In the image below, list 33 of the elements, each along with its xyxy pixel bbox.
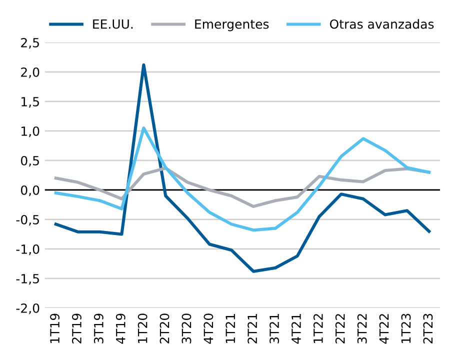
y-tick-label: 2,0 (21, 67, 40, 78)
line-series (54, 63, 431, 273)
y-tick-label: -1,5 (16, 274, 39, 285)
legend-label: EE.UU. (93, 20, 133, 29)
x-tick-label: 2T23 (423, 314, 433, 344)
x-tick-label: 3T22 (357, 314, 367, 344)
y-tick-label: 2,5 (21, 38, 39, 49)
x-tick-label: 1T21 (226, 314, 235, 343)
legend-label: Emergentes (195, 20, 269, 32)
x-tick-label: 1T20 (138, 314, 148, 343)
y-tick-label: -0,5 (16, 214, 39, 226)
y-tick-label: 1,0 (22, 126, 40, 138)
x-tick-label: 4T20 (204, 314, 214, 344)
x-tick-label: 4T22 (379, 314, 389, 344)
x-tick-label: 1T19 (50, 314, 60, 343)
x-tick-label: 1T22 (313, 314, 323, 343)
y-tick-label: -2,0 (16, 303, 40, 314)
y-tick-label: 1,5 (22, 97, 39, 108)
y-tick-label: 0,5 (20, 156, 39, 167)
x-tick-label: 2T19 (72, 314, 82, 344)
y-tick-label: -1,0 (16, 244, 40, 256)
line-series (54, 126, 431, 232)
x-tick-label: 2T21 (248, 314, 257, 344)
x-tick-label: 2T22 (335, 314, 345, 344)
x-tick-label: 4T19 (116, 314, 126, 344)
x-tick-label: 2T20 (160, 314, 170, 344)
x-tick-label: 3T21 (270, 314, 280, 344)
x-tick-label: 4T21 (292, 314, 301, 344)
x-tick-label: 1T23 (401, 314, 411, 343)
x-tick-label: 3T20 (182, 314, 192, 344)
x-tick-label: 3T19 (94, 314, 104, 344)
y-tick-label: 0,0 (20, 185, 40, 196)
legend-label: Otras avanzadas (330, 19, 434, 29)
